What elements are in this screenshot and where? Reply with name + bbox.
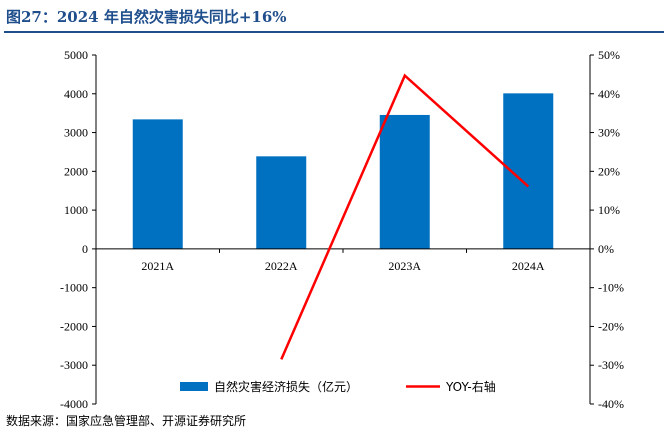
bar-2023A — [379, 114, 430, 249]
legend-bar-swatch — [180, 382, 208, 391]
left-tick-label: -3000 — [60, 358, 88, 372]
legend-line-label: YOY-右轴 — [445, 379, 496, 394]
right-tick-label: -10% — [598, 281, 624, 295]
right-tick-label: 30% — [598, 126, 620, 140]
right-tick-label: 20% — [598, 164, 620, 178]
x-tick-label: 2021A — [141, 259, 174, 273]
x-tick-label: 2022A — [265, 259, 298, 273]
right-tick-label: -20% — [598, 319, 624, 333]
right-tick-label: -30% — [598, 358, 624, 372]
chart-title: 图27：2024 年自然灾害损失同比+16% — [6, 8, 287, 26]
right-tick-label: -40% — [598, 397, 624, 410]
source-note: 数据来源：国家应急管理部、开源证券研究所 — [6, 414, 247, 428]
left-tick-label: 3000 — [64, 126, 88, 140]
right-tick-label: 0% — [598, 242, 614, 256]
right-tick-label: 10% — [598, 203, 620, 217]
left-tick-label: -2000 — [60, 319, 88, 333]
left-tick-label: 5000 — [64, 48, 88, 62]
left-tick-label: -4000 — [60, 397, 88, 410]
bar-2022A — [256, 156, 307, 249]
legend: 自然灾害经济损失（亿元） YOY-右轴 — [180, 379, 496, 394]
left-tick-label: -1000 — [60, 281, 88, 295]
legend-bar-label: 自然灾害经济损失（亿元） — [214, 379, 358, 394]
x-tick-label: 2024A — [512, 259, 545, 273]
right-tick-label: 50% — [598, 48, 620, 62]
left-tick-label: 1000 — [64, 203, 88, 217]
right-tick-label: 40% — [598, 87, 620, 101]
left-tick-label: 0 — [82, 242, 88, 256]
bar-2021A — [132, 119, 183, 249]
left-tick-label: 4000 — [64, 87, 88, 101]
x-tick-label: 2023A — [388, 259, 421, 273]
title-rule — [4, 31, 664, 33]
yoy-line — [280, 73, 530, 360]
chart: 5000 4000 3000 2000 1000 0 -1000 -2000 -3000 -400… — [60, 48, 624, 410]
left-tick-label: 2000 — [64, 164, 88, 178]
